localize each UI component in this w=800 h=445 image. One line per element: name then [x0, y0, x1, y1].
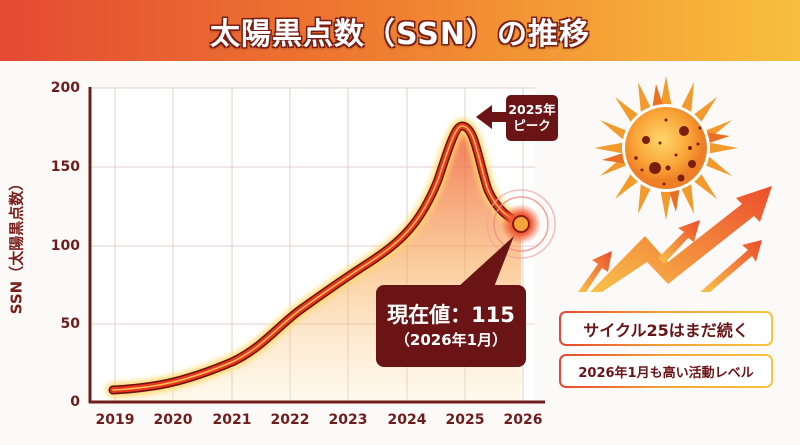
y-tick-200: 200	[50, 80, 80, 96]
current-value-callout: 現在値：115 （2026年1月）	[376, 285, 526, 367]
tag-high-activity-label: 2026年1月も高い活動レベル	[561, 356, 771, 386]
title-banner: 太陽黒点数（SSN）の推移	[0, 0, 800, 61]
y-tick-0: 0	[70, 394, 80, 410]
peak-year: 2025年	[508, 102, 556, 117]
current-date: （2026年1月）	[394, 331, 508, 349]
current-point-marker	[486, 189, 556, 259]
peak-label: ピーク	[513, 118, 551, 133]
y-axis-label: SSN（太陽黒点数）	[7, 175, 26, 315]
peak-arrow-icon	[476, 105, 508, 129]
x-tick-2021: 2021	[212, 412, 252, 428]
ssn-line-highlight	[112, 125, 522, 391]
y-tick-100: 100	[50, 238, 80, 254]
y-tick-150: 150	[50, 159, 80, 175]
x-tick-2022: 2022	[270, 412, 310, 428]
sun-icon	[594, 76, 738, 220]
tag-cycle25: サイクル25はまだ続く	[559, 311, 773, 346]
callout-pointer	[458, 236, 514, 287]
current-value: 現在値：115	[387, 303, 515, 327]
x-tick-2023: 2023	[328, 412, 368, 428]
tag-high-activity: 2026年1月も高い活動レベル	[559, 354, 773, 388]
tag-cycle25-label: サイクル25はまだ続く	[561, 313, 771, 344]
peak-annotation: 2025年 ピーク	[506, 95, 558, 141]
x-tick-2026: 2026	[503, 412, 543, 428]
x-tick-2025: 2025	[445, 412, 485, 428]
x-tick-2024: 2024	[387, 412, 427, 428]
page-title: 太陽黒点数（SSN）の推移	[210, 16, 590, 52]
x-tick-2019: 2019	[95, 412, 135, 428]
x-tick-2020: 2020	[153, 412, 193, 428]
rising-arrows-icon	[578, 186, 772, 292]
y-tick-50: 50	[60, 316, 80, 332]
